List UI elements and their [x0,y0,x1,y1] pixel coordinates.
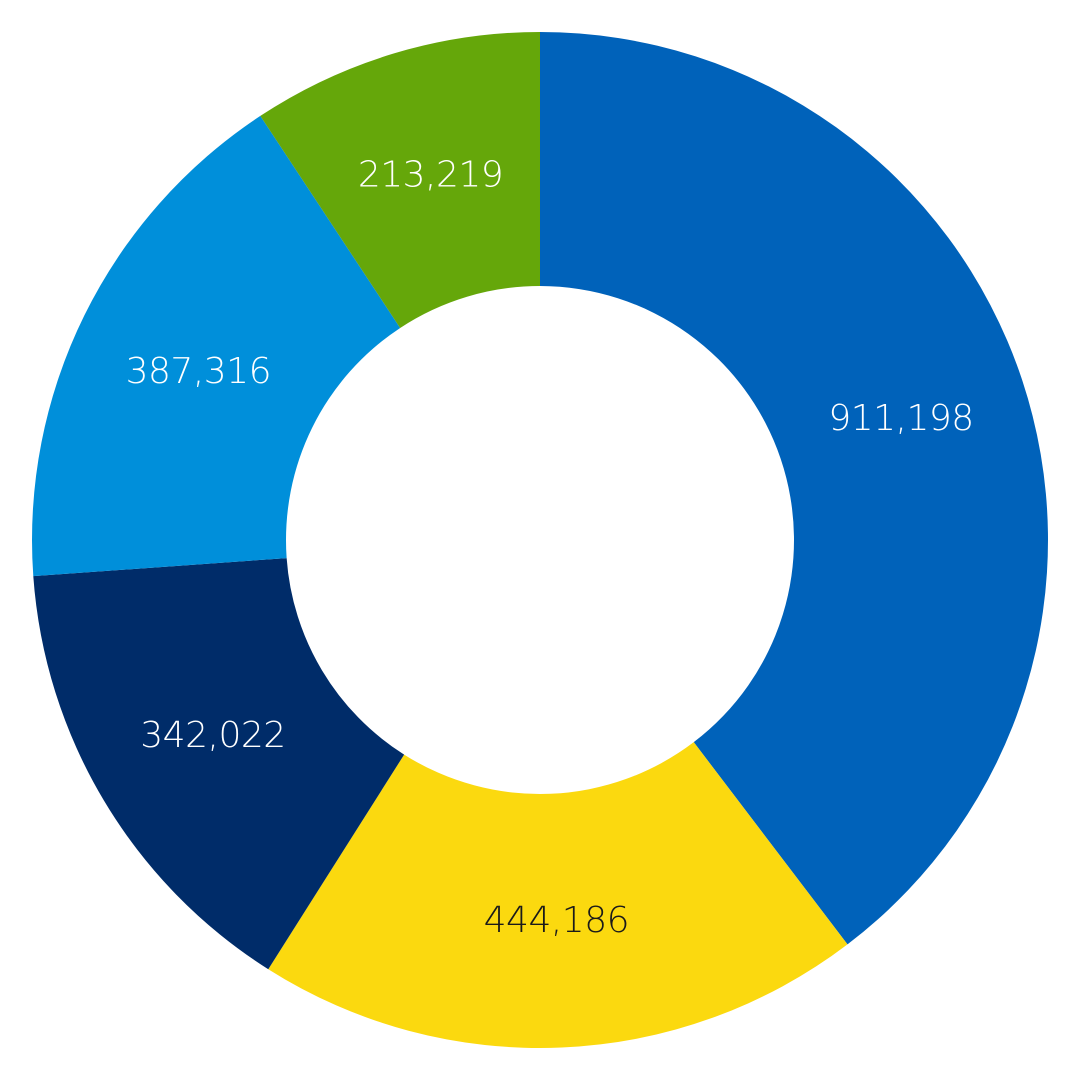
donut-slice-4 [32,115,401,577]
slice-value-label-2: 444,186 [484,900,629,941]
slice-value-label-3: 342,022 [140,715,285,756]
slice-value-label-5: 213,219 [358,155,503,196]
slice-value-label-1: 911,198 [828,398,973,439]
slice-value-label-4: 387,316 [126,351,271,392]
donut-slice-5 [260,32,540,328]
donut-slice-2 [268,742,848,1048]
donut-labels: 911,198 444,186 342,022 387,316 213,219 [126,155,975,942]
donut-slices [32,32,1048,1048]
donut-slice-1 [540,32,1048,945]
donut-slice-3 [33,558,405,970]
